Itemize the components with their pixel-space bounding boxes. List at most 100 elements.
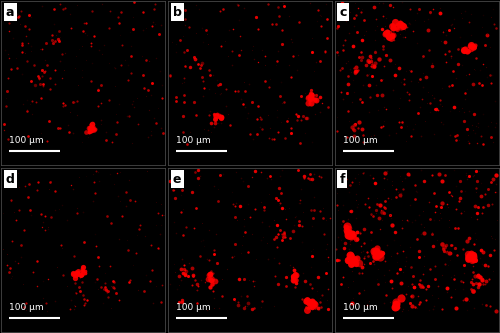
Point bbox=[436, 5, 444, 11]
Point bbox=[345, 189, 353, 195]
Point bbox=[467, 254, 475, 259]
Point bbox=[246, 81, 254, 86]
Point bbox=[72, 290, 80, 296]
Point bbox=[368, 61, 376, 66]
Point bbox=[318, 13, 326, 18]
Point bbox=[307, 93, 315, 99]
Point bbox=[102, 129, 110, 135]
Point bbox=[456, 198, 464, 203]
Point bbox=[469, 256, 477, 262]
Point bbox=[354, 234, 362, 239]
Point bbox=[133, 96, 141, 101]
Point bbox=[128, 101, 136, 107]
Point bbox=[492, 217, 500, 223]
Point bbox=[310, 97, 318, 102]
Point bbox=[14, 171, 22, 176]
Point bbox=[390, 88, 398, 93]
Point bbox=[418, 231, 426, 236]
Text: d: d bbox=[6, 173, 15, 186]
Point bbox=[370, 261, 378, 267]
Point bbox=[302, 115, 310, 120]
Point bbox=[199, 79, 207, 84]
Point bbox=[156, 232, 164, 237]
Point bbox=[2, 4, 10, 9]
Point bbox=[142, 93, 150, 99]
Point bbox=[385, 267, 393, 272]
Point bbox=[358, 54, 366, 59]
Point bbox=[344, 81, 352, 87]
Point bbox=[204, 128, 212, 133]
Point bbox=[253, 117, 261, 122]
Point bbox=[73, 99, 81, 104]
Point bbox=[405, 68, 413, 73]
Point bbox=[385, 34, 393, 40]
Point bbox=[124, 77, 132, 82]
Point bbox=[412, 305, 420, 311]
Point bbox=[130, 0, 138, 5]
Point bbox=[414, 255, 422, 260]
Point bbox=[89, 119, 97, 125]
Point bbox=[334, 16, 342, 21]
Point bbox=[389, 33, 397, 38]
Point bbox=[343, 235, 351, 240]
Point bbox=[386, 299, 394, 305]
Point bbox=[456, 188, 464, 194]
Point bbox=[299, 114, 307, 119]
Point bbox=[39, 296, 47, 301]
Point bbox=[144, 135, 152, 140]
Point bbox=[54, 264, 62, 270]
Point bbox=[322, 217, 330, 223]
Point bbox=[489, 6, 497, 11]
Point bbox=[394, 21, 402, 27]
Point bbox=[308, 300, 316, 305]
Point bbox=[486, 252, 494, 257]
Point bbox=[70, 270, 78, 275]
Point bbox=[14, 207, 22, 212]
Point bbox=[399, 270, 407, 275]
Point bbox=[395, 120, 403, 125]
Point bbox=[296, 94, 304, 99]
Point bbox=[454, 133, 462, 138]
Point bbox=[460, 46, 468, 52]
Point bbox=[450, 104, 458, 110]
Point bbox=[352, 13, 360, 18]
Point bbox=[180, 206, 188, 212]
Point bbox=[252, 256, 260, 262]
Point bbox=[424, 283, 432, 288]
Point bbox=[404, 89, 411, 94]
Point bbox=[83, 32, 91, 38]
Point bbox=[198, 220, 205, 225]
Point bbox=[398, 292, 406, 297]
Point bbox=[392, 72, 400, 77]
Point bbox=[300, 175, 308, 180]
Point bbox=[367, 59, 375, 64]
Point bbox=[72, 272, 80, 278]
Point bbox=[376, 252, 384, 257]
Point bbox=[308, 300, 316, 306]
Point bbox=[359, 83, 367, 88]
Point bbox=[50, 22, 58, 27]
Point bbox=[289, 264, 297, 269]
Point bbox=[82, 21, 90, 26]
Point bbox=[182, 64, 190, 69]
Point bbox=[342, 224, 350, 230]
Point bbox=[419, 208, 427, 214]
Point bbox=[460, 208, 468, 214]
Point bbox=[380, 63, 388, 68]
Point bbox=[473, 211, 481, 216]
Point bbox=[400, 299, 407, 304]
Point bbox=[98, 82, 106, 87]
Point bbox=[430, 209, 438, 215]
Point bbox=[478, 301, 486, 307]
Point bbox=[446, 108, 454, 114]
Point bbox=[350, 259, 358, 265]
Point bbox=[392, 62, 400, 67]
Point bbox=[344, 284, 352, 290]
Point bbox=[420, 85, 428, 90]
Point bbox=[391, 304, 399, 309]
Point bbox=[48, 33, 56, 38]
Point bbox=[172, 41, 180, 46]
Point bbox=[248, 306, 256, 312]
Point bbox=[346, 182, 354, 187]
Point bbox=[489, 139, 497, 144]
